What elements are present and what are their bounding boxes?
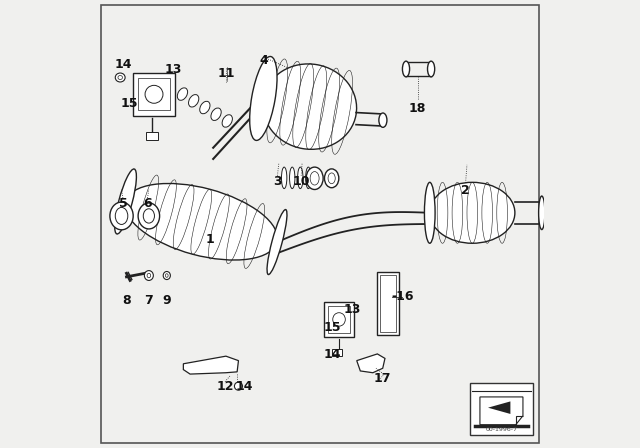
Bar bbox=[380, 275, 396, 332]
Ellipse shape bbox=[306, 167, 311, 189]
Ellipse shape bbox=[115, 73, 125, 82]
Polygon shape bbox=[488, 401, 511, 414]
Text: 13: 13 bbox=[344, 302, 361, 316]
Text: 14: 14 bbox=[235, 379, 253, 393]
Text: 14: 14 bbox=[114, 58, 132, 72]
Ellipse shape bbox=[110, 202, 133, 230]
Ellipse shape bbox=[115, 169, 136, 234]
Ellipse shape bbox=[138, 203, 159, 229]
Text: 6: 6 bbox=[143, 197, 152, 211]
Ellipse shape bbox=[166, 274, 168, 277]
Bar bbox=[378, 272, 399, 335]
Text: 3: 3 bbox=[273, 175, 282, 188]
Ellipse shape bbox=[200, 101, 210, 114]
Ellipse shape bbox=[403, 61, 410, 77]
Text: 9: 9 bbox=[163, 293, 171, 307]
Ellipse shape bbox=[298, 167, 303, 189]
Bar bbox=[132, 73, 175, 116]
Ellipse shape bbox=[189, 95, 199, 107]
Ellipse shape bbox=[234, 382, 243, 390]
Text: 13: 13 bbox=[164, 63, 182, 76]
Ellipse shape bbox=[267, 210, 287, 275]
Bar bbox=[138, 78, 170, 110]
Polygon shape bbox=[184, 356, 239, 374]
Text: 1: 1 bbox=[206, 233, 214, 246]
Text: 2: 2 bbox=[461, 184, 470, 197]
Bar bbox=[332, 349, 342, 356]
Ellipse shape bbox=[118, 76, 122, 80]
Bar bbox=[470, 383, 532, 435]
Ellipse shape bbox=[539, 196, 545, 229]
Text: 14: 14 bbox=[324, 348, 341, 362]
Ellipse shape bbox=[163, 271, 170, 280]
Ellipse shape bbox=[263, 64, 356, 149]
Ellipse shape bbox=[222, 115, 232, 127]
Ellipse shape bbox=[177, 88, 188, 100]
Ellipse shape bbox=[282, 167, 287, 189]
Text: 11: 11 bbox=[217, 67, 235, 81]
Ellipse shape bbox=[379, 113, 387, 127]
Ellipse shape bbox=[430, 182, 515, 243]
Ellipse shape bbox=[328, 173, 335, 184]
Text: 4: 4 bbox=[260, 54, 268, 67]
Ellipse shape bbox=[428, 61, 435, 77]
Ellipse shape bbox=[211, 108, 221, 121]
Ellipse shape bbox=[324, 169, 339, 188]
Text: 15: 15 bbox=[121, 97, 138, 111]
Ellipse shape bbox=[125, 184, 278, 260]
Text: 10: 10 bbox=[292, 175, 310, 188]
Ellipse shape bbox=[250, 56, 277, 140]
Polygon shape bbox=[480, 397, 523, 425]
Ellipse shape bbox=[147, 273, 150, 278]
Ellipse shape bbox=[310, 172, 319, 185]
Text: 5: 5 bbox=[118, 197, 127, 211]
Ellipse shape bbox=[306, 167, 323, 190]
Bar bbox=[324, 302, 354, 337]
Text: 17: 17 bbox=[373, 372, 390, 385]
Bar bbox=[328, 306, 350, 333]
Text: 18: 18 bbox=[409, 102, 426, 115]
Bar bbox=[146, 132, 157, 140]
Ellipse shape bbox=[145, 271, 154, 280]
Text: 00-1996-7: 00-1996-7 bbox=[486, 427, 518, 432]
Polygon shape bbox=[356, 354, 385, 373]
Ellipse shape bbox=[424, 182, 435, 243]
Text: 12: 12 bbox=[216, 379, 234, 393]
Text: 8: 8 bbox=[122, 293, 131, 307]
Text: -16: -16 bbox=[392, 290, 414, 303]
Text: 7: 7 bbox=[145, 293, 153, 307]
Ellipse shape bbox=[289, 167, 295, 189]
Text: 15: 15 bbox=[324, 321, 341, 335]
